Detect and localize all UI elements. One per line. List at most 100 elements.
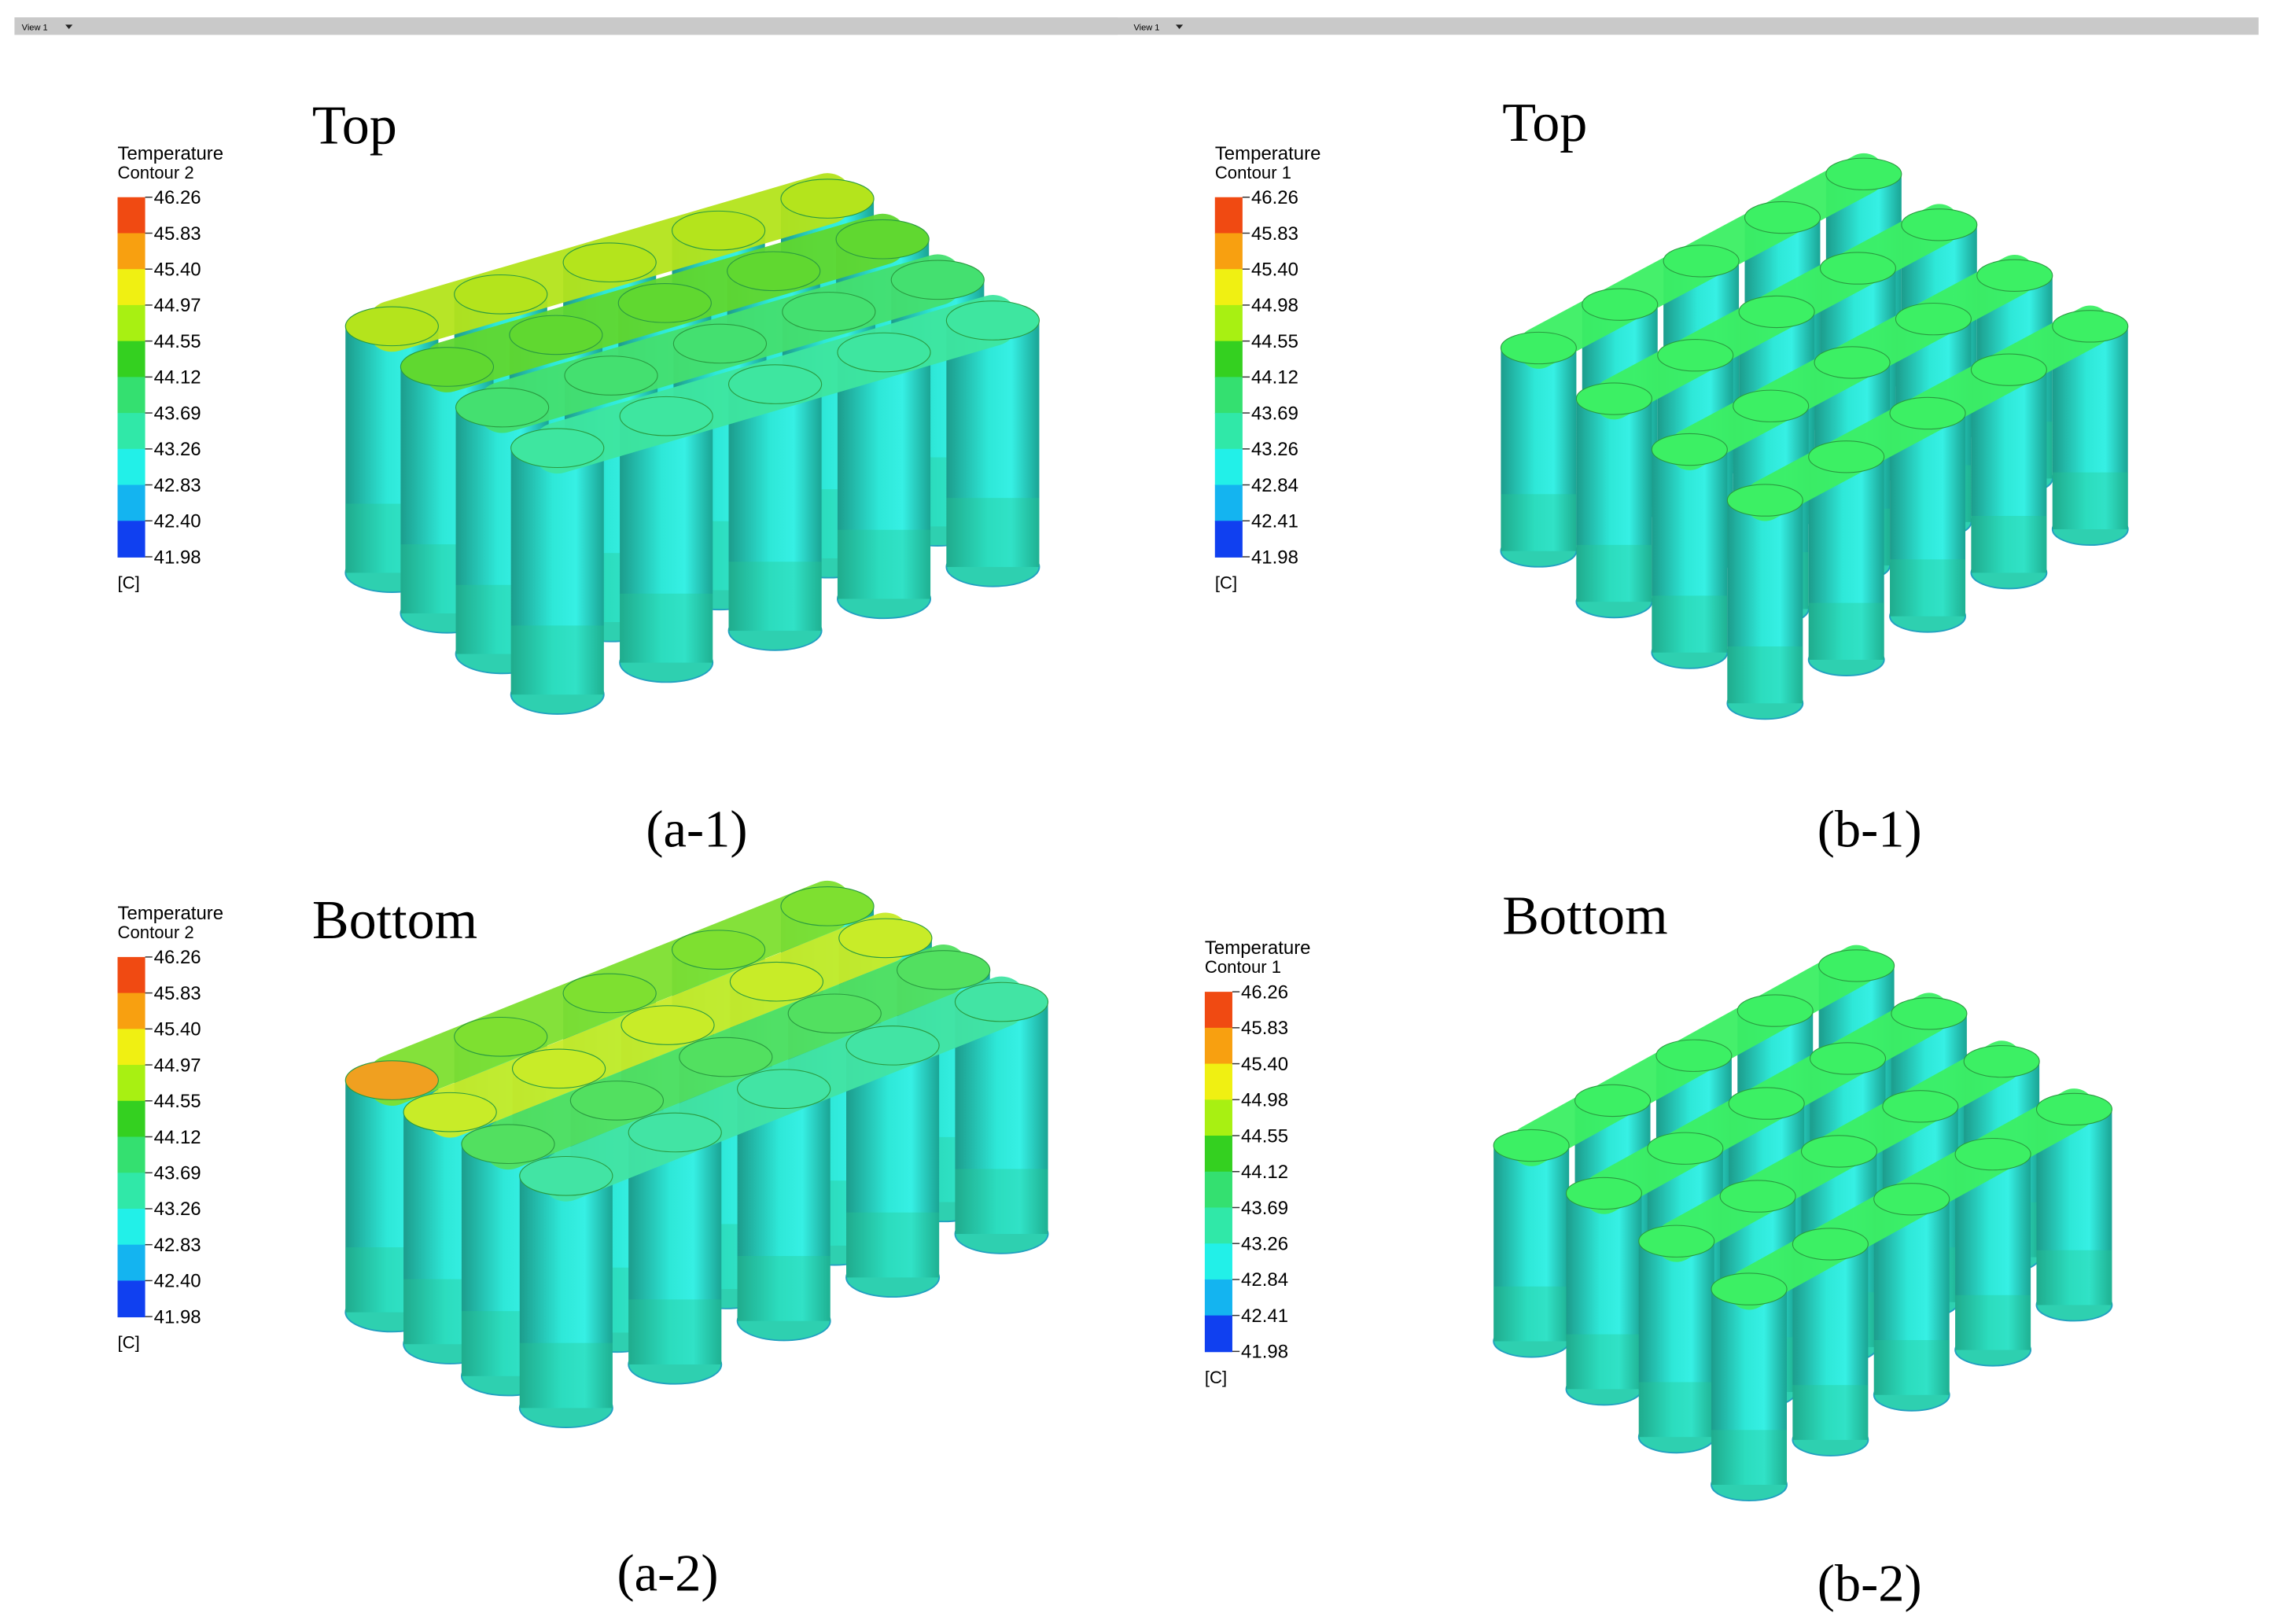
cell-body [1576,399,1652,602]
colorbar-band [117,956,145,994]
legend-unit: [C] [117,573,139,593]
cell-cap [1500,331,1577,365]
cell-band [1890,559,1966,617]
legend-label: 44.98 [1251,295,1298,316]
legend-label: 45.83 [1241,1018,1288,1039]
legend-label: 43.26 [1251,439,1298,460]
cell-body [1727,500,1803,704]
view-label: Bottom [1502,886,1667,946]
cell-cap [837,332,931,373]
legend-label: 46.26 [154,947,201,968]
dropdown-arrow[interactable] [1175,24,1184,29]
cell-cap [1738,295,1815,329]
cell-cap [1565,1177,1642,1210]
legend-title: Temperature [117,903,223,924]
colorbar-band [1214,341,1243,378]
cell-cap [1792,1228,1869,1261]
legend-label: 42.40 [154,1271,201,1292]
cell-cap [454,274,548,315]
cell-cap [780,179,875,219]
legend-label: 44.12 [154,367,201,389]
cell-cap [897,950,991,990]
cell-body [837,352,931,599]
cell-cap [835,219,930,260]
legend-label: 46.26 [154,187,201,208]
legend-label: 46.26 [1241,981,1288,1003]
legend-label: 45.83 [154,983,201,1004]
cell-cap [1976,259,2053,292]
colorbar-band [117,1029,145,1066]
legend-subtitle: Contour 1 [1205,957,1281,977]
view-tab-label[interactable]: View 1 [1133,24,1159,33]
cell-cap [1651,433,1728,466]
legend-label: 44.55 [154,331,201,352]
cell-cap [787,993,882,1034]
legend-label: 45.40 [154,260,201,281]
cell-band [1808,602,1884,660]
cell-band [1501,494,1577,551]
cell-cap [1891,997,1968,1030]
cell-body [1711,1289,1788,1485]
colorbar-band [117,992,145,1030]
legend-label: 41.98 [1241,1342,1288,1363]
cell-cap [1800,1135,1877,1168]
colorbar-band [117,233,145,271]
cell-cap [509,315,603,355]
colorbar-band [1214,304,1243,342]
cell-cap [1728,1087,1805,1120]
cell-band [1727,646,1803,704]
legend-title: Temperature [117,143,223,164]
colorbar-band [117,521,145,558]
cell-band [837,529,931,599]
cell-body [1493,1145,1570,1342]
legend-title: Temperature [1205,937,1311,959]
cell-cap [1808,440,1885,473]
cell-cap [403,1092,497,1132]
cell-band [1638,1382,1714,1438]
cell-cap [1814,346,1891,379]
cell-cap [344,306,439,347]
colorbar-band [1214,233,1243,271]
cell-band [1566,1334,1642,1390]
cell-cap [519,1155,613,1196]
cell-cap [619,396,713,436]
cell-cap [945,300,1040,341]
colorbar-band [1214,484,1243,522]
legend-label: 42.41 [1251,511,1298,532]
legend-label: 44.55 [1251,331,1298,352]
view-tab-label[interactable]: View 1 [22,24,48,33]
legend-unit: [C] [117,1333,139,1353]
cell-cap [672,323,768,364]
cell-cap [780,886,875,926]
view-tab[interactable] [14,17,1118,35]
legend-label: 43.26 [154,1199,201,1220]
colorbar-band [1204,1099,1232,1136]
cell-cap [845,1026,940,1066]
colorbar-band [117,1065,145,1102]
legend-label: 41.98 [154,1306,201,1328]
legend-label: 43.69 [154,403,201,424]
panel-caption: (b-2) [1817,1556,1922,1613]
cell-band [2052,472,2128,529]
cell-cap [562,973,657,1014]
cell-cap [727,364,823,404]
cell-cap [1663,245,1740,278]
dropdown-arrow[interactable] [65,24,73,29]
cell-cap [454,1016,548,1057]
cell-cap [1963,1044,2040,1078]
cell-cap [621,1005,715,1045]
view-label: Top [1502,93,1587,153]
legend-label: 45.40 [1251,260,1298,281]
cell-cap [1582,288,1659,321]
cell-cap [1711,1272,1788,1305]
cell-body [946,320,1040,567]
cell-cap [671,930,766,970]
cell-cap [455,387,550,428]
cell-cap [2035,1092,2112,1126]
cell-cap [628,1112,722,1153]
colorbar-band [117,1173,145,1210]
cell-cap [510,428,605,469]
colorbar-band [1204,1279,1232,1317]
cell-cap [1574,1084,1652,1118]
